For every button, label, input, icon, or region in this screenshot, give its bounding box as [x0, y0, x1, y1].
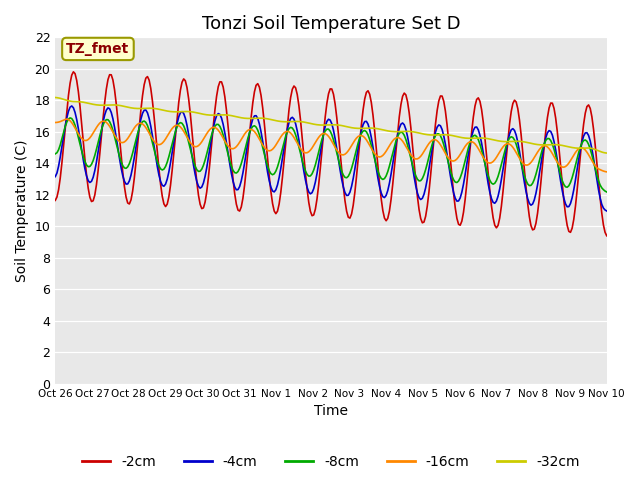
-32cm: [502, 139, 510, 144]
-16cm: [511, 147, 518, 153]
-4cm: [68, 103, 76, 109]
-8cm: [51, 151, 59, 156]
-2cm: [58, 160, 66, 166]
-4cm: [504, 138, 512, 144]
X-axis label: Time: Time: [314, 405, 348, 419]
-8cm: [362, 129, 370, 135]
-2cm: [51, 197, 59, 203]
-8cm: [218, 127, 225, 133]
-16cm: [63, 116, 70, 122]
-4cm: [51, 174, 59, 180]
-16cm: [175, 123, 182, 129]
-16cm: [218, 132, 225, 138]
Text: TZ_fmet: TZ_fmet: [67, 42, 129, 56]
-32cm: [216, 112, 224, 118]
-4cm: [218, 115, 225, 121]
-4cm: [511, 128, 518, 133]
-4cm: [603, 208, 611, 214]
-2cm: [70, 69, 77, 75]
-16cm: [58, 118, 66, 124]
-8cm: [175, 121, 182, 127]
-8cm: [58, 136, 66, 142]
Line: -32cm: -32cm: [55, 97, 607, 153]
-32cm: [361, 125, 369, 131]
Y-axis label: Soil Temperature (C): Soil Temperature (C): [15, 139, 29, 282]
-16cm: [603, 169, 611, 175]
-8cm: [603, 189, 611, 195]
Legend: -2cm, -4cm, -8cm, -16cm, -32cm: -2cm, -4cm, -8cm, -16cm, -32cm: [77, 449, 585, 474]
Line: -16cm: -16cm: [55, 119, 607, 172]
Line: -8cm: -8cm: [55, 118, 607, 192]
-2cm: [362, 89, 370, 95]
Line: -4cm: -4cm: [55, 106, 607, 211]
Line: -2cm: -2cm: [55, 72, 607, 236]
-2cm: [511, 97, 518, 103]
-16cm: [504, 141, 512, 146]
-2cm: [175, 99, 182, 105]
-4cm: [362, 119, 370, 124]
-16cm: [362, 137, 370, 143]
-2cm: [603, 233, 611, 239]
-8cm: [504, 138, 512, 144]
-4cm: [58, 144, 66, 150]
-8cm: [511, 137, 518, 143]
Title: Tonzi Soil Temperature Set D: Tonzi Soil Temperature Set D: [202, 15, 460, 33]
-2cm: [504, 136, 512, 142]
-4cm: [175, 114, 182, 120]
-32cm: [603, 150, 611, 156]
-8cm: [67, 115, 74, 121]
-32cm: [58, 96, 66, 102]
-32cm: [51, 95, 59, 100]
-32cm: [509, 139, 516, 144]
-2cm: [218, 79, 225, 85]
-16cm: [51, 120, 59, 125]
-32cm: [173, 109, 181, 115]
